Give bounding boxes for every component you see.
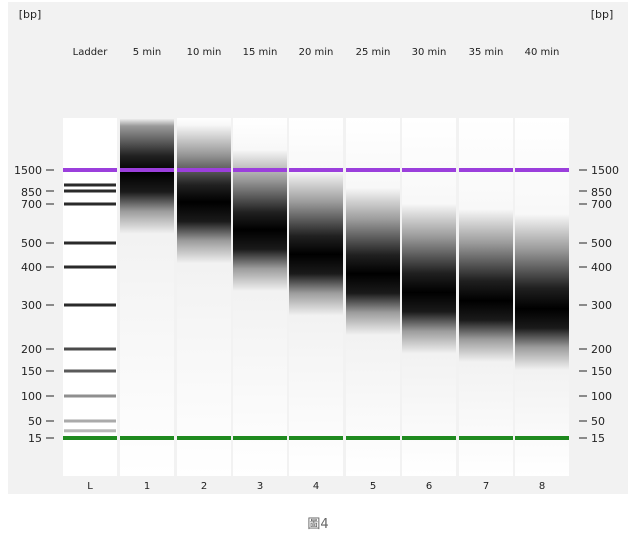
lane-number-3: 3 xyxy=(257,481,263,492)
lower-marker-band-lane-7 xyxy=(459,436,513,440)
lower-marker-band-lane-3 xyxy=(233,436,287,440)
lane-number-4: 4 xyxy=(313,481,319,492)
upper-marker-band-lane-3 xyxy=(233,168,287,172)
size-label-right-500: 500 xyxy=(591,237,612,250)
ladder-lane xyxy=(63,118,117,476)
lane-label-2: 10 min xyxy=(187,47,222,58)
lane-number-1: 1 xyxy=(144,481,150,492)
size-label-left-1500: 1500 xyxy=(14,164,42,177)
sample-lane-6 xyxy=(402,118,456,476)
upper-marker-band-lane-1 xyxy=(120,168,174,172)
lane-number-7: 7 xyxy=(483,481,489,492)
size-label-right-50: 50 xyxy=(591,415,605,428)
size-label-left-15: 15 xyxy=(28,432,42,445)
lower-marker-band-lane-6 xyxy=(402,436,456,440)
ladder-band-100 xyxy=(64,394,116,398)
lane-label-6: 30 min xyxy=(412,47,447,58)
lane-label-1: 5 min xyxy=(133,47,161,58)
lane-number-6: 6 xyxy=(426,481,432,492)
size-label-left-150: 150 xyxy=(21,365,42,378)
lane-number-ladder: L xyxy=(87,481,93,492)
sample-lane-1 xyxy=(120,118,174,476)
size-label-right-100: 100 xyxy=(591,390,612,403)
ladder-band-300 xyxy=(64,303,116,307)
lane-label-3: 15 min xyxy=(243,47,278,58)
lane-number-2: 2 xyxy=(201,481,207,492)
size-label-right-400: 400 xyxy=(591,261,612,274)
ladder-band-50 xyxy=(64,419,116,423)
lane-number-5: 5 xyxy=(370,481,376,492)
ladder-band-25 xyxy=(64,429,116,433)
size-label-right-300: 300 xyxy=(591,299,612,312)
ladder-band-700 xyxy=(64,202,116,206)
lower-marker-band-lane-0 xyxy=(63,436,117,440)
sample-lane-2 xyxy=(177,118,231,476)
ladder-band-500 xyxy=(64,241,116,245)
size-label-right-200: 200 xyxy=(591,343,612,356)
ladder-band-200 xyxy=(64,347,116,351)
size-label-left-400: 400 xyxy=(21,261,42,274)
unit-label-right: [bp] xyxy=(591,8,614,21)
unit-label-left: [bp] xyxy=(19,8,42,21)
size-label-left-500: 500 xyxy=(21,237,42,250)
upper-marker-band-lane-5 xyxy=(346,168,400,172)
size-label-left-50: 50 xyxy=(28,415,42,428)
lower-marker-band-lane-1 xyxy=(120,436,174,440)
size-label-left-100: 100 xyxy=(21,390,42,403)
ladder-band-400 xyxy=(64,265,116,269)
lane-label-8: 40 min xyxy=(525,47,560,58)
upper-marker-band-lane-2 xyxy=(177,168,231,172)
lower-marker-band-lane-5 xyxy=(346,436,400,440)
lane-label-ladder: Ladder xyxy=(73,47,109,58)
upper-marker-band-lane-6 xyxy=(402,168,456,172)
size-label-right-15: 15 xyxy=(591,432,605,445)
lane-label-5: 25 min xyxy=(356,47,391,58)
size-label-left-200: 200 xyxy=(21,343,42,356)
size-label-right-850: 850 xyxy=(591,186,612,199)
size-label-right-700: 700 xyxy=(591,198,612,211)
size-label-right-150: 150 xyxy=(591,365,612,378)
lane-label-4: 20 min xyxy=(299,47,334,58)
ladder-band-150 xyxy=(64,369,116,373)
sample-lane-4 xyxy=(289,118,343,476)
size-label-left-700: 700 xyxy=(21,198,42,211)
size-label-right-1500: 1500 xyxy=(591,164,619,177)
sample-lane-5 xyxy=(346,118,400,476)
ladder-band-1000 xyxy=(64,183,116,187)
ladder-band-850 xyxy=(64,189,116,193)
upper-marker-band-lane-0 xyxy=(63,168,117,172)
size-label-left-850: 850 xyxy=(21,186,42,199)
lane-label-7: 35 min xyxy=(469,47,504,58)
size-label-left-300: 300 xyxy=(21,299,42,312)
lane-number-8: 8 xyxy=(539,481,545,492)
lower-marker-band-lane-8 xyxy=(515,436,569,440)
sample-lane-3 xyxy=(233,118,287,476)
upper-marker-band-lane-8 xyxy=(515,168,569,172)
upper-marker-band-lane-4 xyxy=(289,168,343,172)
upper-marker-band-lane-7 xyxy=(459,168,513,172)
lower-marker-band-lane-4 xyxy=(289,436,343,440)
figure-caption: 圖4 xyxy=(307,517,329,532)
lower-marker-band-lane-2 xyxy=(177,436,231,440)
sample-lane-7 xyxy=(459,118,513,476)
sample-lane-8 xyxy=(515,118,569,476)
